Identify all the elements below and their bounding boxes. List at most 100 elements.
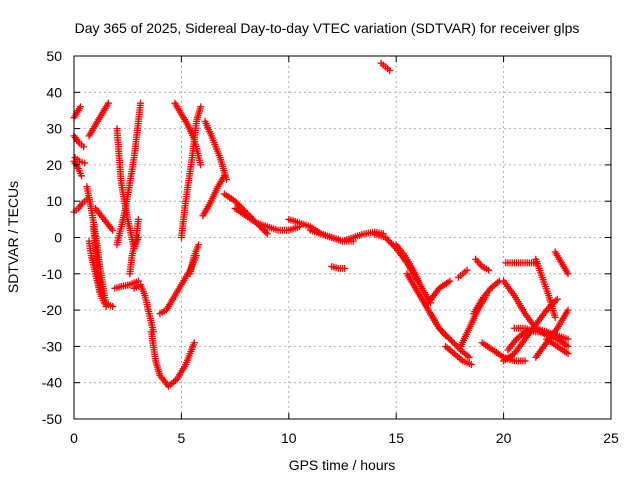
series-arc33 xyxy=(427,310,473,361)
data-point xyxy=(543,306,551,314)
y-tick-label: 20 xyxy=(46,157,62,173)
data-point xyxy=(564,335,572,343)
series-arc09 xyxy=(89,223,104,296)
data-point xyxy=(96,288,104,296)
series-arc38 xyxy=(472,255,493,274)
data-point xyxy=(444,334,452,342)
data-point xyxy=(440,329,448,337)
y-axis-label: SDTVAR / TECUs xyxy=(5,181,21,293)
data-point xyxy=(449,338,457,346)
y-tick-label: 40 xyxy=(46,84,62,100)
data-point xyxy=(197,103,205,111)
data-point xyxy=(236,202,244,210)
data-point xyxy=(441,330,449,338)
series-arc37 xyxy=(470,277,503,318)
data-point xyxy=(109,226,117,234)
series-arc48 xyxy=(543,335,572,358)
data-point xyxy=(437,326,445,334)
data-point xyxy=(465,353,473,361)
data-point xyxy=(446,335,454,343)
x-tick-label: 15 xyxy=(388,430,404,446)
x-tick-label: 0 xyxy=(70,430,78,446)
x-tick-label: 5 xyxy=(178,430,186,446)
series-arc20 xyxy=(186,241,203,278)
series-arc21 xyxy=(201,117,231,183)
y-tick-label: 30 xyxy=(46,121,62,137)
data-point xyxy=(80,143,88,151)
data-point xyxy=(341,264,349,272)
series-arc11 xyxy=(111,277,142,292)
series-arc34 xyxy=(442,342,475,369)
data-point xyxy=(263,230,271,238)
series-arc10 xyxy=(91,204,117,234)
data-point xyxy=(109,302,117,310)
series-arc43 xyxy=(502,259,540,267)
data-point xyxy=(564,306,572,314)
x-tick-label: 25 xyxy=(603,430,619,446)
y-tick-label: 10 xyxy=(46,193,62,209)
data-point xyxy=(383,235,391,243)
data-point xyxy=(553,295,561,303)
data-point xyxy=(551,313,559,321)
series-arc13 xyxy=(113,99,145,249)
data-point xyxy=(452,341,460,349)
data-point xyxy=(451,340,459,348)
series-arc44 xyxy=(532,255,559,321)
data-point xyxy=(81,159,89,167)
data-point xyxy=(552,297,560,305)
y-tick-label: -30 xyxy=(42,338,62,354)
data-point xyxy=(137,99,145,107)
series-arc30 xyxy=(392,241,435,307)
data-point xyxy=(76,103,84,111)
series-arc24 xyxy=(231,204,304,234)
series-arc26 xyxy=(306,226,387,245)
data-marks xyxy=(70,59,572,390)
series-arc06 xyxy=(85,99,112,140)
series-arc32 xyxy=(424,277,454,307)
data-point xyxy=(231,197,239,205)
data-point xyxy=(446,277,454,285)
data-point xyxy=(521,357,529,365)
data-point xyxy=(197,161,205,169)
data-point xyxy=(195,241,203,249)
series-arc36 xyxy=(457,292,490,350)
data-point xyxy=(381,234,389,241)
data-point xyxy=(438,327,446,335)
data-point xyxy=(385,237,393,245)
data-point xyxy=(134,215,142,223)
x-tick-label: 10 xyxy=(281,430,297,446)
series-arc14 xyxy=(126,215,142,278)
data-point xyxy=(467,361,475,369)
series-arc02 xyxy=(70,132,88,151)
y-tick-label: -10 xyxy=(42,266,62,282)
data-point xyxy=(386,67,394,75)
data-point xyxy=(233,199,241,207)
series-arc16 xyxy=(147,328,198,390)
data-point xyxy=(190,339,198,347)
data-point xyxy=(564,342,572,350)
series-arc45 xyxy=(510,324,572,343)
y-tick-label: 0 xyxy=(54,230,62,246)
data-point xyxy=(104,99,112,107)
data-point xyxy=(443,332,451,340)
data-point xyxy=(564,350,572,358)
series-arc46 xyxy=(532,306,572,361)
series-arc15 xyxy=(130,281,157,336)
data-point xyxy=(564,270,572,278)
y-tick-label: 50 xyxy=(46,48,62,64)
series-arc17 xyxy=(156,252,200,318)
data-point xyxy=(386,238,394,246)
data-point xyxy=(78,172,86,180)
data-point xyxy=(463,266,471,274)
data-point xyxy=(220,172,228,180)
series-arc35 xyxy=(454,266,471,281)
x-tick-label: 20 xyxy=(496,430,512,446)
data-point xyxy=(260,227,268,235)
data-point xyxy=(485,266,493,274)
series-arc19 xyxy=(177,103,205,241)
data-point xyxy=(435,324,443,332)
chart-title: Day 365 of 2025, Sidereal Day-to-day VTE… xyxy=(75,20,580,36)
data-point xyxy=(234,200,242,208)
axis-ticks: 0 5 10 15 20 25 -50 -40 -30 -20 -10 0 10 20 30 40 50 xyxy=(42,48,619,446)
x-axis-label: GPS time / hours xyxy=(289,457,396,473)
